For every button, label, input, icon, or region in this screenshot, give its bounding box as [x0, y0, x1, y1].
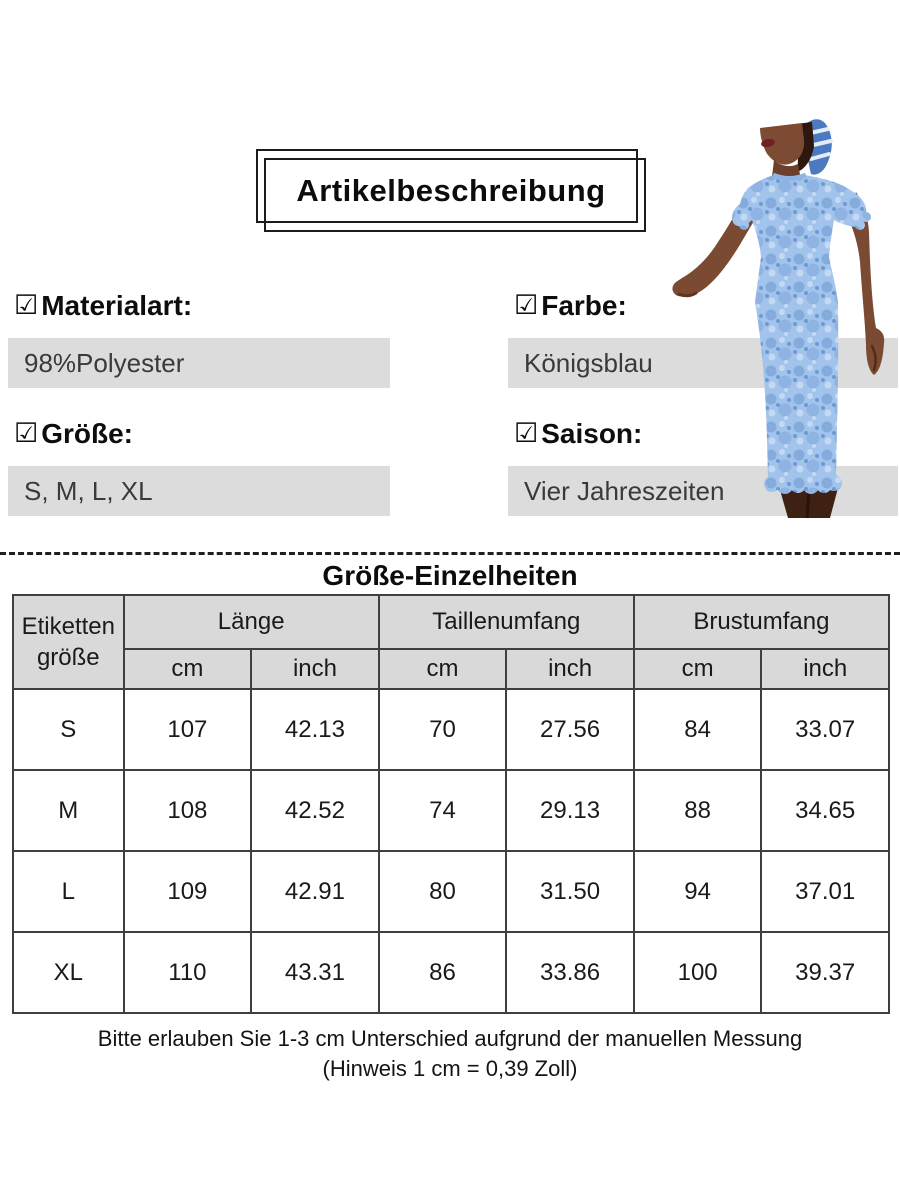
- value-cell: 84: [632, 688, 763, 771]
- section-saison-heading: ☑ Saison:: [514, 418, 642, 450]
- table-row-m: M 108 42.52 74 29.13 88 34.65: [12, 769, 890, 852]
- header-unit-inch: inch: [505, 648, 635, 690]
- checkbox-icon: ☑: [514, 289, 539, 321]
- value-cell: 37.01: [760, 850, 890, 933]
- section-farbe-heading: ☑ Farbe:: [514, 290, 627, 322]
- section-label: Größe:: [41, 418, 133, 449]
- conversion-note: (Hinweis 1 cm = 0,39 Zoll): [322, 1056, 578, 1081]
- face: [760, 123, 805, 165]
- right-hand-fingers: [870, 344, 877, 372]
- dress-hem-scallops: [764, 475, 842, 494]
- value-cell: 27.56: [505, 688, 635, 771]
- section-materialart-heading: ☑ Materialart:: [14, 290, 192, 322]
- section-label: Farbe:: [541, 290, 627, 321]
- left-hand-fingers: [677, 291, 698, 298]
- header-unit-inch: inch: [250, 648, 380, 690]
- value-cell: 94: [632, 850, 763, 933]
- right-arm-hand: [847, 192, 885, 375]
- header-unit-cm: cm: [122, 648, 253, 690]
- title-box: Artikelbeschreibung: [256, 149, 648, 235]
- lips: [761, 138, 775, 148]
- section-groesse-value: S, M, L, XL: [8, 466, 390, 516]
- value-cell: 31.50: [505, 850, 635, 933]
- checkbox-icon: ☑: [514, 417, 539, 449]
- value-cell: 74: [377, 769, 508, 852]
- section-label: Saison:: [541, 418, 643, 449]
- table-row-s: S 107 42.13 70 27.56 84 33.07: [12, 688, 890, 771]
- header-size-col: Etiketten größe: [12, 594, 125, 690]
- header-group-taillenumfang: Taillenumfang: [377, 594, 635, 650]
- value-cell: 42.52: [250, 769, 380, 852]
- value-cell: 100: [632, 931, 763, 1014]
- checkbox-icon: ☑: [14, 417, 39, 449]
- title-box-frame-outer: [256, 149, 638, 223]
- section-materialart-value: 98%Polyester: [8, 338, 390, 388]
- size-table-title: Größe-Einzelheiten: [322, 560, 578, 591]
- size-cell: S: [12, 688, 125, 771]
- header-group-laenge: Länge: [122, 594, 380, 650]
- table-row-xl: XL 110 43.31 86 33.86 100 39.37: [12, 931, 890, 1014]
- value-cell: 43.31: [250, 931, 380, 1014]
- section-label: Materialart:: [41, 290, 193, 321]
- title-box-frame-inner: [264, 158, 646, 232]
- measurement-note: Bitte erlauben Sie 1-3 cm Unterschied au…: [97, 1026, 803, 1051]
- value-cell: 33.07: [760, 688, 890, 771]
- checkbox-icon: ☑: [14, 289, 39, 321]
- value-cell: 42.13: [250, 688, 380, 771]
- value-cell: 108: [122, 769, 253, 852]
- value-cell: 88: [632, 769, 763, 852]
- product-photo-blue-lace-dress: [672, 119, 885, 519]
- size-cell: M: [12, 769, 125, 852]
- section-groesse-heading: ☑ Größe:: [14, 418, 133, 450]
- header-unit-cm: cm: [377, 648, 508, 690]
- header-unit-inch: inch: [760, 648, 890, 690]
- legs-gap: [805, 489, 811, 519]
- value-cell: 33.86: [505, 931, 635, 1014]
- size-table: Etiketten größe Länge Taillenumfang Brus…: [12, 594, 891, 1014]
- value-cell: 42.91: [250, 850, 380, 933]
- header-unit-cm: cm: [632, 648, 763, 690]
- value-cell: 70: [377, 688, 508, 771]
- neckline: [771, 172, 807, 181]
- lace-dress: [732, 175, 867, 482]
- value-cell: 80: [377, 850, 508, 933]
- header-group-brustumfang: Brustumfang: [632, 594, 891, 650]
- dashed-divider: [0, 552, 900, 555]
- size-cell: L: [12, 850, 125, 933]
- page-title: Artikelbeschreibung: [296, 173, 606, 208]
- value-cell: 86: [377, 931, 508, 1014]
- value-cell: 29.13: [505, 769, 635, 852]
- value-cell: 109: [122, 850, 253, 933]
- value-cell: 39.37: [760, 931, 890, 1014]
- value-cell: 34.65: [760, 769, 890, 852]
- value-cell: 107: [122, 688, 253, 771]
- sleeve-scallops: [732, 212, 871, 230]
- table-row-l: L 109 42.91 80 31.50 94 37.01: [12, 850, 890, 933]
- size-cell: XL: [12, 931, 125, 1014]
- value-cell: 110: [122, 931, 253, 1014]
